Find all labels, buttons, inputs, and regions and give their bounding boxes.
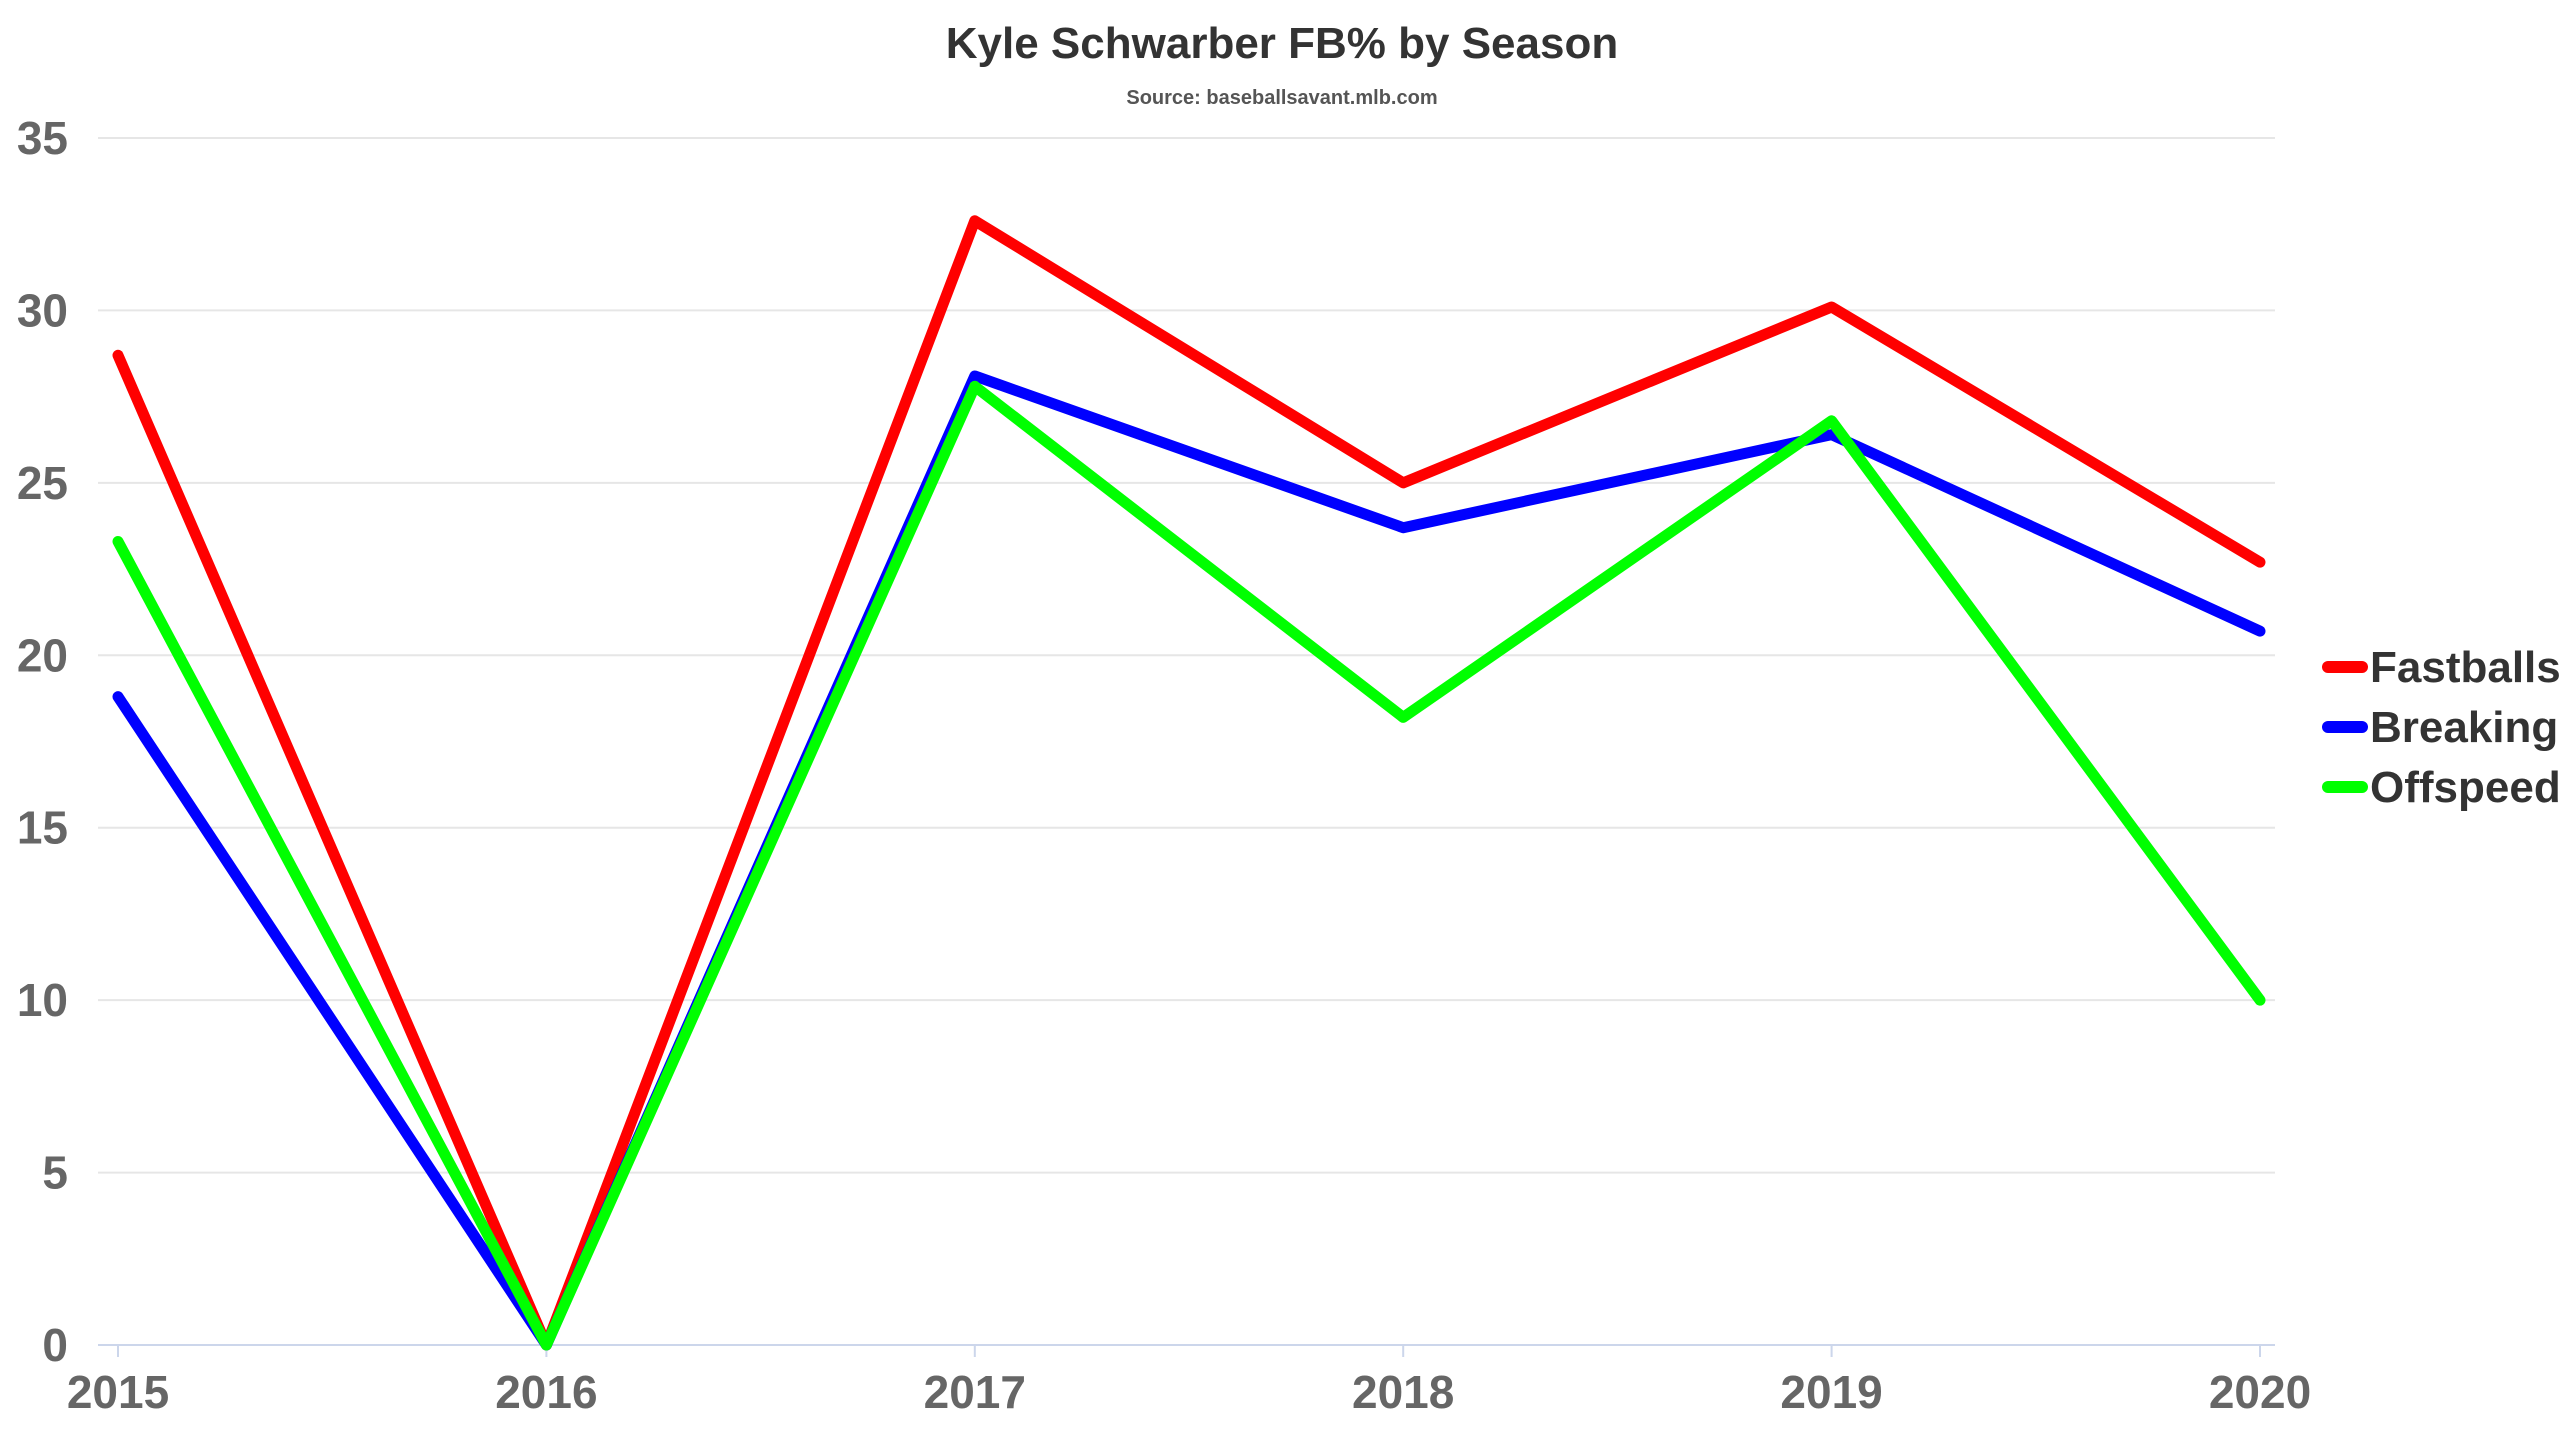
legend-item-breaking[interactable]: Breaking <box>2322 703 2558 752</box>
x-tick-label: 2020 <box>2209 1366 2311 1418</box>
chart-subtitle: Source: baseballsavant.mlb.com <box>1126 87 1437 109</box>
data-point-fastballs <box>2255 557 2265 568</box>
data-point-breaking <box>2255 626 2265 637</box>
x-tick-label: 2018 <box>1352 1366 1454 1418</box>
y-tick-label: 30 <box>17 284 68 336</box>
y-axis-ticks: 0 5 10 15 20 25 30 35 <box>17 112 68 1371</box>
series-lines <box>112 215 2266 1351</box>
data-point-fastballs <box>113 350 123 361</box>
data-point-offspeed <box>1398 712 1409 723</box>
series-line-breaking <box>112 370 2266 1351</box>
x-axis-ticks: 2015 2016 2017 2018 2019 2020 <box>67 1345 2311 1418</box>
legend-label: Offspeed <box>2370 763 2560 812</box>
legend-label: Breaking <box>2370 703 2558 752</box>
x-tick-label: 2016 <box>495 1366 597 1418</box>
x-tick-label: 2019 <box>1780 1366 1882 1418</box>
y-tick-label: 25 <box>17 457 68 509</box>
series-line-offspeed <box>112 380 2266 1351</box>
y-tick-label: 5 <box>42 1147 68 1199</box>
x-tick-label: 2017 <box>924 1366 1026 1418</box>
y-tick-label: 15 <box>17 802 68 854</box>
y-tick-label: 10 <box>17 974 68 1026</box>
chart-title: Kyle Schwarber FB% by Season <box>946 19 1618 68</box>
data-point-breaking <box>1398 522 1409 533</box>
data-point-offspeed <box>2255 995 2265 1006</box>
legend: Fastballs Breaking Offspeed <box>2322 643 2560 812</box>
data-point-fastballs <box>1826 301 1837 312</box>
data-point-offspeed <box>1826 415 1837 426</box>
y-tick-label: 20 <box>17 629 68 681</box>
grid-lines <box>98 137 2275 1174</box>
data-point-breaking <box>969 370 980 381</box>
series-line-fastballs <box>112 215 2266 1351</box>
legend-label: Fastballs <box>2370 643 2560 692</box>
x-tick-label: 2015 <box>67 1366 169 1418</box>
data-point-fastballs <box>969 215 980 226</box>
data-point-offspeed <box>541 1340 552 1350</box>
y-tick-label: 35 <box>17 112 68 164</box>
data-point-offspeed <box>969 381 980 392</box>
legend-item-fastballs[interactable]: Fastballs <box>2322 643 2560 692</box>
data-point-breaking <box>113 691 123 702</box>
y-tick-label: 0 <box>42 1319 68 1371</box>
data-point-fastballs <box>1398 477 1409 488</box>
data-point-offspeed <box>113 536 123 547</box>
legend-item-offspeed[interactable]: Offspeed <box>2322 763 2560 812</box>
